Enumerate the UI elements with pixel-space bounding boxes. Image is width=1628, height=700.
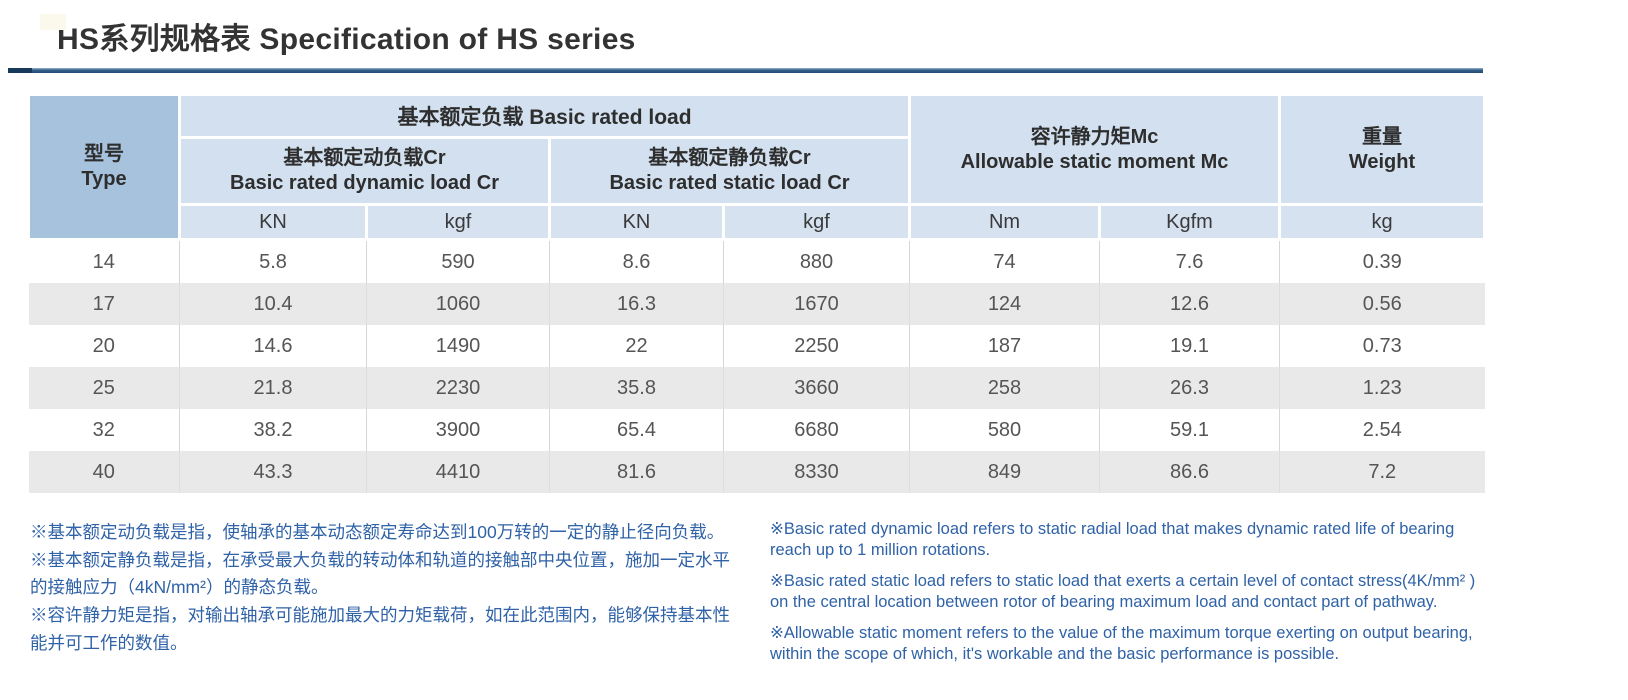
cell-stat-kgf: 880 bbox=[723, 239, 910, 283]
cell-dyn-kgf: 1490 bbox=[366, 325, 550, 367]
cell-dyn-kn: 5.8 bbox=[179, 239, 367, 283]
cell-stat-kn: 81.6 bbox=[549, 451, 724, 493]
table-header: 型号 Type 基本额定负载 Basic rated load 容许静力矩Mc … bbox=[27, 93, 1486, 241]
cell-weight-kg: 2.54 bbox=[1279, 409, 1485, 451]
header-type-cn: 型号 bbox=[84, 143, 124, 165]
table-row: 25 21.8 2230 35.8 3660 258 26.3 1.23 bbox=[28, 367, 1485, 409]
unit-kg: kg bbox=[1278, 203, 1486, 241]
note-en-static-load: ※Basic rated static load refers to stati… bbox=[770, 571, 1476, 612]
table-body: 14 5.8 590 8.6 880 74 7.6 0.39 17 10.4 1… bbox=[28, 239, 1485, 493]
cell-stat-kgf: 8330 bbox=[723, 451, 910, 493]
cell-dyn-kgf: 2230 bbox=[366, 367, 550, 409]
cell-moment-kgfm: 59.1 bbox=[1099, 409, 1280, 451]
title-underline bbox=[8, 68, 1483, 73]
note-en-static-moment: ※Allowable static moment refers to the v… bbox=[770, 623, 1473, 664]
cell-type: 14 bbox=[28, 239, 180, 283]
cell-type: 17 bbox=[28, 283, 180, 325]
unit-nm: Nm bbox=[908, 203, 1101, 241]
notes-english: ※Basic rated dynamic load refers to stat… bbox=[770, 519, 1482, 675]
header-static-cn: 基本额定静负载Cr bbox=[648, 147, 811, 169]
page-title: HS系列规格表 Specification of HS series bbox=[57, 23, 636, 56]
cell-type: 32 bbox=[28, 409, 180, 451]
cell-dyn-kgf: 1060 bbox=[366, 283, 550, 325]
cell-moment-kgfm: 86.6 bbox=[1099, 451, 1280, 493]
cell-moment-nm: 74 bbox=[909, 239, 1100, 283]
cell-weight-kg: 0.56 bbox=[1279, 283, 1485, 325]
note-cn-static-moment: ※容许静力矩是指，对输出轴承可能施加最大的力矩载荷，如在此范围内，能够保持基本性… bbox=[30, 604, 730, 653]
table-row: 20 14.6 1490 22 2250 187 19.1 0.73 bbox=[28, 325, 1485, 367]
cell-moment-nm: 580 bbox=[909, 409, 1100, 451]
cell-dyn-kn: 21.8 bbox=[179, 367, 367, 409]
cell-dyn-kgf: 590 bbox=[366, 239, 550, 283]
cell-weight-kg: 0.73 bbox=[1279, 325, 1485, 367]
cell-stat-kn: 16.3 bbox=[549, 283, 724, 325]
cell-type: 25 bbox=[28, 367, 180, 409]
header-weight: 重量 Weight bbox=[1278, 93, 1486, 206]
note-en-dynamic-load: ※Basic rated dynamic load refers to stat… bbox=[770, 520, 1455, 560]
header-moment-en: Allowable static moment Mc bbox=[960, 150, 1229, 173]
footnotes: ※基本额定动负载是指，使轴承的基本动态额定寿命达到100万转的一定的静止径向负载… bbox=[30, 519, 1482, 675]
cell-stat-kgf: 6680 bbox=[723, 409, 910, 451]
cell-type: 20 bbox=[28, 325, 180, 367]
cell-moment-nm: 187 bbox=[909, 325, 1100, 367]
corner-decoration bbox=[40, 14, 66, 30]
unit-kn-static: KN bbox=[548, 203, 725, 241]
note-cn-static-load: ※基本额定静负载是指，在承受最大负载的转动体和轨道的接触部中央位置，施加一定水平… bbox=[30, 549, 730, 598]
cell-moment-kgfm: 26.3 bbox=[1099, 367, 1280, 409]
cell-dyn-kgf: 4410 bbox=[366, 451, 550, 493]
header-dynamic-en: Basic rated dynamic load Cr bbox=[230, 172, 499, 194]
note-cn-dynamic-load: ※基本额定动负载是指，使轴承的基本动态额定寿命达到100万转的一定的静止径向负载… bbox=[30, 522, 725, 542]
cell-stat-kn: 35.8 bbox=[549, 367, 724, 409]
cell-moment-nm: 124 bbox=[909, 283, 1100, 325]
cell-stat-kn: 65.4 bbox=[549, 409, 724, 451]
unit-kn-dynamic: KN bbox=[178, 203, 368, 241]
cell-type: 40 bbox=[28, 451, 180, 493]
unit-kgf-dynamic: kgf bbox=[365, 203, 551, 241]
cell-dyn-kgf: 3900 bbox=[366, 409, 550, 451]
table-row: 17 10.4 1060 16.3 1670 124 12.6 0.56 bbox=[28, 283, 1485, 325]
table-row: 40 43.3 4410 81.6 8330 849 86.6 7.2 bbox=[28, 451, 1485, 493]
table-row: 32 38.2 3900 65.4 6680 580 59.1 2.54 bbox=[28, 409, 1485, 451]
cell-moment-kgfm: 7.6 bbox=[1099, 239, 1280, 283]
spec-table: 型号 Type 基本额定负载 Basic rated load 容许静力矩Mc … bbox=[27, 93, 1486, 493]
unit-kgfm: Kgfm bbox=[1098, 203, 1281, 241]
header-static-en: Basic rated static load Cr bbox=[609, 172, 850, 194]
cell-dyn-kn: 10.4 bbox=[179, 283, 367, 325]
header-moment-cn: 容许静力矩Mc bbox=[1030, 125, 1159, 148]
cell-weight-kg: 1.23 bbox=[1279, 367, 1485, 409]
table-row: 14 5.8 590 8.6 880 74 7.6 0.39 bbox=[28, 239, 1485, 283]
header-type: 型号 Type bbox=[27, 93, 181, 241]
cell-moment-nm: 849 bbox=[909, 451, 1100, 493]
header-dynamic-cn: 基本额定动负载Cr bbox=[283, 147, 446, 169]
cell-dyn-kn: 14.6 bbox=[179, 325, 367, 367]
header-allowable-static-moment: 容许静力矩Mc Allowable static moment Mc bbox=[908, 93, 1281, 206]
cell-moment-kgfm: 19.1 bbox=[1099, 325, 1280, 367]
header-weight-cn: 重量 bbox=[1362, 125, 1402, 148]
cell-stat-kn: 8.6 bbox=[549, 239, 724, 283]
notes-chinese: ※基本额定动负载是指，使轴承的基本动态额定寿命达到100万转的一定的静止径向负载… bbox=[30, 519, 744, 675]
cell-stat-kgf: 2250 bbox=[723, 325, 910, 367]
unit-kgf-static: kgf bbox=[722, 203, 911, 241]
cell-stat-kgf: 1670 bbox=[723, 283, 910, 325]
header-type-en: Type bbox=[81, 168, 127, 190]
header-weight-en: Weight bbox=[1348, 150, 1416, 173]
cell-stat-kn: 22 bbox=[549, 325, 724, 367]
header-basic-rated-load-group: 基本额定负载 Basic rated load bbox=[178, 93, 911, 139]
cell-dyn-kn: 38.2 bbox=[179, 409, 367, 451]
cell-stat-kgf: 3660 bbox=[723, 367, 910, 409]
cell-dyn-kn: 43.3 bbox=[179, 451, 367, 493]
cell-weight-kg: 7.2 bbox=[1279, 451, 1485, 493]
cell-moment-nm: 258 bbox=[909, 367, 1100, 409]
header-dynamic-load: 基本额定动负载Cr Basic rated dynamic load Cr bbox=[178, 136, 551, 206]
cell-weight-kg: 0.39 bbox=[1279, 239, 1485, 283]
header-static-load: 基本额定静负载Cr Basic rated static load Cr bbox=[548, 136, 911, 206]
cell-moment-kgfm: 12.6 bbox=[1099, 283, 1280, 325]
